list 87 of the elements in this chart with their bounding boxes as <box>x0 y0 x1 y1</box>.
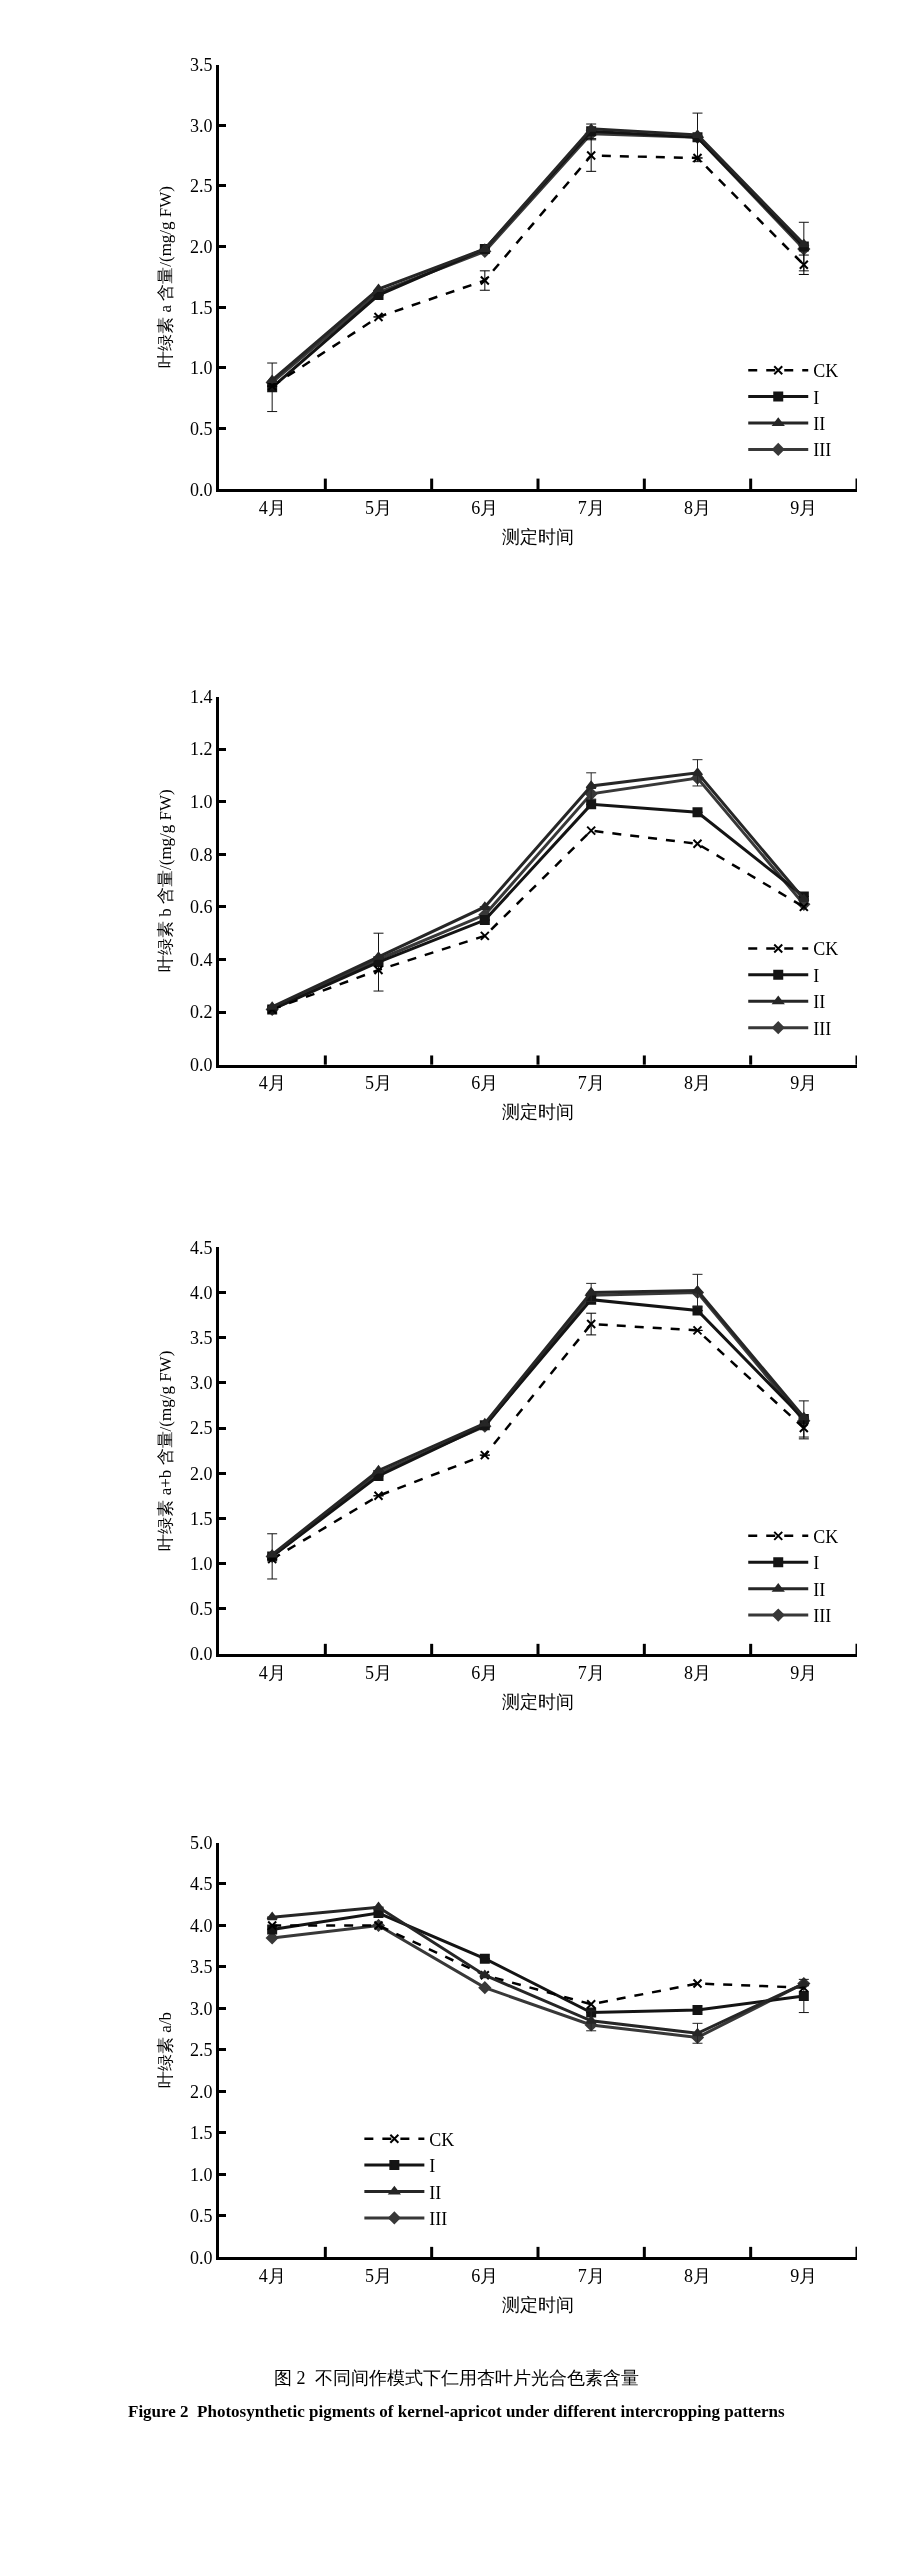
legend-label: CK <box>813 939 839 960</box>
y-tick-label: 4.0 <box>189 1915 213 1936</box>
x-tick-label: 8月 <box>684 497 711 518</box>
y-tick-label: 3.0 <box>189 115 213 136</box>
y-tick-label: 2.0 <box>189 2081 213 2102</box>
y-tick-label: 0.2 <box>189 1002 213 1023</box>
x-tick-label: 4月 <box>258 1073 286 1094</box>
x-tick-label: 8月 <box>684 1662 711 1683</box>
y-tick-label: 1.2 <box>189 739 213 760</box>
x-axis-title: 测定时间 <box>502 1691 574 1712</box>
x-tick-label: 7月 <box>577 1073 605 1094</box>
x-tick-label: 9月 <box>790 1662 818 1683</box>
legend-label: CK <box>429 2129 455 2150</box>
x-tick-label: 9月 <box>790 2265 818 2286</box>
y-tick-label: 1.0 <box>189 792 213 813</box>
x-axis-title: 测定时间 <box>502 2294 574 2315</box>
y-tick-label: 2.0 <box>189 1463 213 1484</box>
x-tick-label: 7月 <box>577 2265 605 2286</box>
y-axis-title: 叶绿素 b 含量/(mg/g FW) <box>156 789 176 972</box>
y-tick-label: 0.8 <box>189 844 213 865</box>
y-axis-title: 叶绿素 a/b <box>156 2011 176 2088</box>
x-tick-label: 9月 <box>790 497 818 518</box>
y-tick-label: 4.5 <box>189 1874 213 1895</box>
x-tick-label: 6月 <box>471 497 499 518</box>
x-tick-label: 7月 <box>577 1662 605 1683</box>
y-tick-label: 0.0 <box>189 1644 213 1665</box>
y-tick-label: 4.5 <box>189 1237 213 1258</box>
legend-label: II <box>429 2182 442 2203</box>
y-tick-label: 3.5 <box>189 1327 213 1348</box>
y-tick-label: 0.5 <box>189 2206 213 2227</box>
y-tick-label: 2.0 <box>189 236 213 257</box>
legend-label: III <box>813 440 832 461</box>
caption: 图 2 不同间作模式下仁用杏叶片光合色素含量 <box>274 2368 639 2388</box>
x-tick-label: 5月 <box>365 2265 392 2286</box>
legend-label: CK <box>813 361 839 382</box>
y-tick-label: 1.0 <box>189 1553 213 1574</box>
y-tick-label: 0.0 <box>189 479 213 500</box>
y-tick-label: 3.5 <box>189 1957 213 1978</box>
x-tick-label: 7月 <box>577 497 605 518</box>
y-tick-label: 3.0 <box>189 1998 213 2019</box>
x-tick-label: 4月 <box>258 1662 286 1683</box>
y-tick-label: 1.5 <box>189 2123 213 2144</box>
y-tick-label: 5.0 <box>189 1832 213 1853</box>
y-tick-label: 0.0 <box>189 1054 213 1075</box>
legend-label: I <box>813 1553 820 1574</box>
x-tick-label: 8月 <box>684 1073 711 1094</box>
y-axis-title: 叶绿素 a+b 含量/(mg/g FW) <box>156 1350 176 1551</box>
x-tick-label: 5月 <box>365 1073 392 1094</box>
x-tick-label: 5月 <box>365 1662 392 1683</box>
legend-label: I <box>813 387 820 408</box>
x-tick-label: 4月 <box>258 2265 286 2286</box>
y-tick-label: 0.0 <box>189 2247 213 2268</box>
y-tick-label: 2.5 <box>189 1418 213 1439</box>
legend-label: I <box>429 2156 436 2177</box>
y-tick-label: 3.5 <box>189 54 213 75</box>
x-tick-label: 6月 <box>471 1073 499 1094</box>
x-tick-label: 5月 <box>365 497 392 518</box>
legend-label: CK <box>813 1526 839 1547</box>
x-tick-label: 8月 <box>684 2265 711 2286</box>
y-tick-label: 0.4 <box>189 949 213 970</box>
y-tick-label: 1.4 <box>189 686 213 707</box>
y-tick-label: 0.5 <box>189 418 213 439</box>
legend-label: II <box>813 414 826 434</box>
x-axis-title: 测定时间 <box>502 526 574 547</box>
y-tick-label: 1.0 <box>189 2164 213 2185</box>
y-tick-label: 1.5 <box>189 297 213 318</box>
x-tick-label: 6月 <box>471 2265 499 2286</box>
y-axis-title: 叶绿素 a 含量/(mg/g FW) <box>156 185 176 368</box>
x-tick-label: 9月 <box>790 1073 818 1094</box>
y-tick-label: 2.5 <box>189 2040 213 2061</box>
legend-label: II <box>813 992 826 1013</box>
y-tick-label: 3.0 <box>189 1373 213 1394</box>
legend-label: I <box>813 965 820 986</box>
y-tick-label: 4.0 <box>189 1282 213 1303</box>
caption: Figure 2 Photosynthetic pigments of kernel-apricot under different intercropping patterns <box>128 2402 786 2421</box>
y-tick-label: 2.5 <box>189 176 213 197</box>
legend-label: III <box>813 1606 832 1627</box>
legend-label: III <box>429 2208 448 2229</box>
x-tick-label: 4月 <box>258 497 286 518</box>
legend-label: III <box>813 1018 832 1039</box>
y-tick-label: 1.0 <box>189 358 213 379</box>
y-tick-label: 0.5 <box>189 1599 213 1620</box>
y-tick-label: 0.6 <box>189 897 213 918</box>
legend-label: II <box>813 1579 826 1600</box>
x-axis-title: 测定时间 <box>502 1102 574 1123</box>
x-tick-label: 6月 <box>471 1662 499 1683</box>
y-tick-label: 1.5 <box>189 1508 213 1529</box>
